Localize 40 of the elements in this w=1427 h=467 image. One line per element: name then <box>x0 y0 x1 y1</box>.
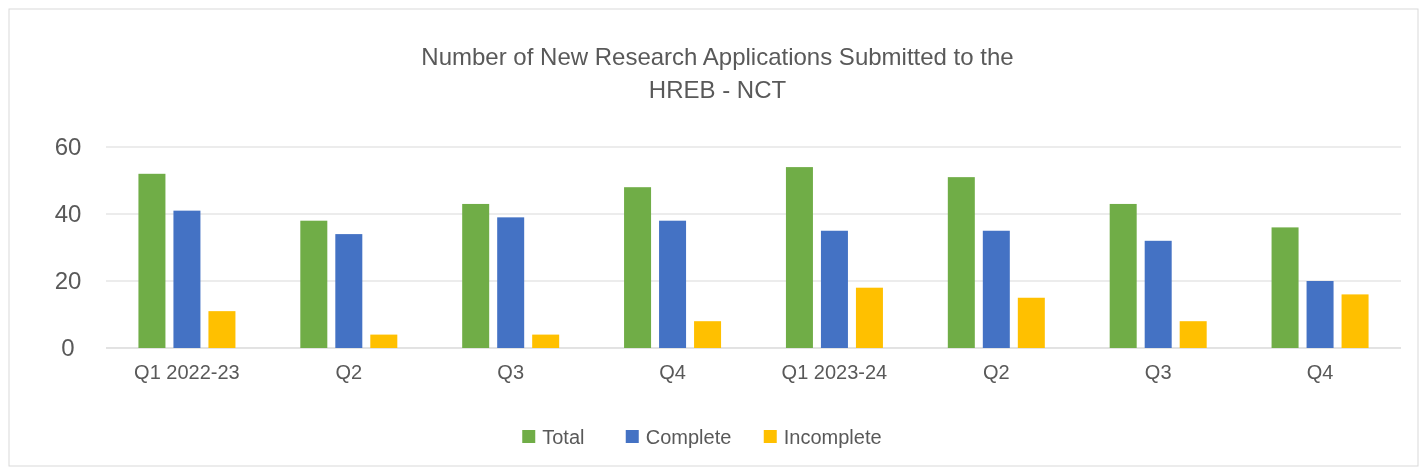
bar <box>982 230 1010 348</box>
bar <box>624 187 652 348</box>
bar <box>1306 281 1334 348</box>
bar <box>208 311 236 348</box>
bar <box>1271 227 1299 348</box>
x-tick-label: Q1 2023-24 <box>781 361 888 383</box>
legend-label: Complete <box>645 426 732 448</box>
bar <box>1144 240 1172 348</box>
x-tick-label: Q3 <box>1144 361 1172 383</box>
bar <box>659 220 687 348</box>
x-tick-label: Q3 <box>497 361 525 383</box>
bar <box>138 173 166 348</box>
bar <box>1179 321 1207 348</box>
bar <box>1017 297 1045 348</box>
bar <box>370 334 398 348</box>
x-tick-label: Q2 <box>335 361 363 383</box>
y-tick-label: 60 <box>54 133 82 161</box>
chart-title: Number of New Research Applications Submitted to the HREB - NCT <box>421 43 1014 103</box>
bar <box>335 234 363 348</box>
legend-label: Total <box>542 426 585 448</box>
bar <box>300 220 328 348</box>
bar <box>855 287 883 348</box>
bar <box>1109 203 1137 348</box>
bar <box>785 167 813 348</box>
bar <box>820 230 848 348</box>
y-tick-label: 20 <box>54 267 82 295</box>
x-tick-label: Q4 <box>1306 361 1334 383</box>
bar <box>694 321 722 348</box>
bar <box>497 217 525 348</box>
y-tick-label: 40 <box>54 200 82 228</box>
y-tick-label: 0 <box>61 334 75 362</box>
bar <box>173 210 201 348</box>
x-tick-label: Q4 <box>659 361 686 383</box>
bar <box>532 334 560 348</box>
x-tick-label: Q2 <box>982 361 1010 383</box>
x-tick-label: Q1 2022-23 <box>134 361 240 383</box>
legend-label: Incomplete <box>783 426 882 448</box>
bar <box>947 177 975 348</box>
bar <box>1341 294 1369 348</box>
bar <box>462 203 490 348</box>
